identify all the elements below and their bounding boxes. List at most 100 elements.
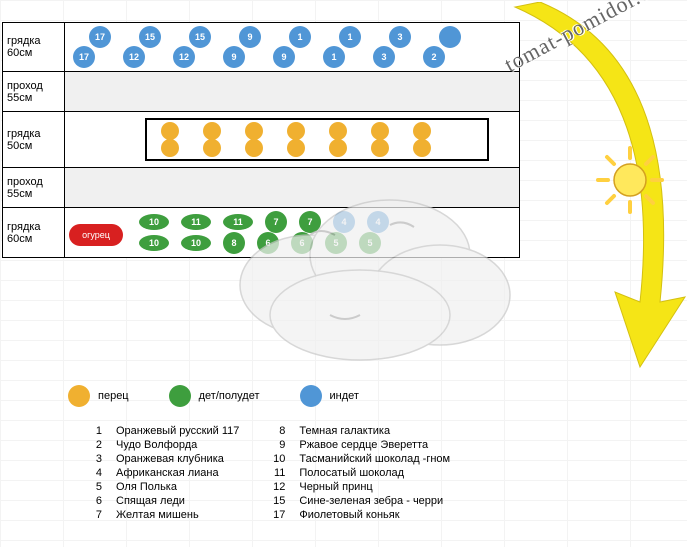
legend-swatch: [300, 385, 322, 407]
variety-row: 8 Темная галактика: [271, 425, 450, 437]
row-label: проход55см: [3, 168, 65, 207]
variety-row: 3 Оранжевая клубника: [88, 453, 239, 465]
plant-marker: 10: [139, 235, 169, 251]
plant-marker: 10: [139, 214, 169, 230]
plant-marker: 12: [173, 46, 195, 68]
row-label: грядка50см: [3, 112, 65, 167]
plant-marker: 2: [423, 46, 445, 68]
plant-marker: 3: [373, 46, 395, 68]
plant-marker: 17: [73, 46, 95, 68]
variety-row: 1 Оранжевый русский 117: [88, 425, 239, 437]
variety-number: 3: [88, 453, 102, 465]
variety-row: 9 Ржавое сердце Эверетта: [271, 439, 450, 451]
row-label: грядка60см: [3, 23, 65, 71]
bed-row: грядка50см: [2, 112, 520, 168]
variety-number: 2: [88, 439, 102, 451]
plant-marker: [329, 139, 347, 157]
variety-number: 11: [271, 467, 285, 479]
variety-name: Черный принц: [299, 481, 372, 493]
plant-marker: 1: [339, 26, 361, 48]
row-label: проход55см: [3, 72, 65, 111]
variety-name: Темная галактика: [299, 425, 390, 437]
legend-swatch: [68, 385, 90, 407]
legend-item: перец: [68, 385, 129, 407]
variety-number: 6: [88, 495, 102, 507]
variety-number: 12: [271, 481, 285, 493]
variety-row: 6 Спящая леди: [88, 495, 239, 507]
legend-item: индет: [300, 385, 359, 407]
variety-name: Тасманийский шоколад -гном: [299, 453, 450, 465]
legend: перец дет/полудет индет: [68, 385, 359, 407]
variety-name: Чудо Волфорда: [116, 439, 197, 451]
plant-marker: 3: [389, 26, 411, 48]
inner-raised-bed: [145, 118, 489, 161]
variety-number: 1: [88, 425, 102, 437]
variety-name: Полосатый шоколад: [299, 467, 404, 479]
plant-marker: [287, 139, 305, 157]
variety-name: Желтая мишень: [116, 509, 199, 521]
bed-row: грядка60см171515911317121299132: [2, 22, 520, 72]
variety-row: 7 Желтая мишень: [88, 509, 239, 521]
variety-name: Сине-зеленая зебра - черри: [299, 495, 443, 507]
plant-marker: [161, 139, 179, 157]
plant-marker: [413, 139, 431, 157]
variety-row: 12 Черный принц: [271, 481, 450, 493]
bed-content: 171515911317121299132: [65, 23, 519, 71]
variety-number: 5: [88, 481, 102, 493]
variety-number: 8: [271, 425, 285, 437]
plant-marker: [371, 122, 389, 140]
variety-number: 15: [271, 495, 285, 507]
plant-marker: 10: [181, 235, 211, 251]
variety-name: Спящая леди: [116, 495, 185, 507]
variety-name: Ржавое сердце Эверетта: [299, 439, 428, 451]
plant-marker: 11: [181, 214, 211, 230]
variety-name: Африканская лиана: [116, 467, 219, 479]
variety-name: Фиолетовый коньяк: [299, 509, 399, 521]
plant-marker: [329, 122, 347, 140]
plant-marker: [245, 122, 263, 140]
variety-row: 17 Фиолетовый коньяк: [271, 509, 450, 521]
plant-marker: 1: [289, 26, 311, 48]
legend-swatch: [169, 385, 191, 407]
variety-number: 7: [88, 509, 102, 521]
variety-number: 4: [88, 467, 102, 479]
plant-marker: [439, 26, 461, 48]
variety-row: 5 Оля Полька: [88, 481, 239, 493]
plant-marker: 9: [273, 46, 295, 68]
plant-marker: [203, 122, 221, 140]
plant-marker: [161, 122, 179, 140]
variety-row: 11 Полосатый шоколад: [271, 467, 450, 479]
plant-marker: [203, 139, 221, 157]
legend-label: перец: [98, 390, 129, 402]
plant-marker: [413, 122, 431, 140]
variety-number: 10: [271, 453, 285, 465]
legend-label: индет: [330, 390, 359, 402]
variety-name: Оранжевая клубника: [116, 453, 224, 465]
plant-marker: 15: [189, 26, 211, 48]
variety-name: Оранжевый русский 117: [116, 425, 239, 437]
cucumber-marker: огурец: [69, 224, 123, 246]
row-label: грядка60см: [3, 208, 65, 257]
variety-name: Оля Полька: [116, 481, 177, 493]
plant-marker: 9: [239, 26, 261, 48]
plant-marker: 12: [123, 46, 145, 68]
plant-marker: [287, 122, 305, 140]
legend-label: дет/полудет: [199, 390, 260, 402]
variety-row: 15 Сине-зеленая зебра - черри: [271, 495, 450, 507]
plant-marker: 9: [223, 46, 245, 68]
bed-content: [65, 112, 519, 167]
variety-list: 1 Оранжевый русский 117 2 Чудо Волфорда 3 Ора…: [88, 425, 450, 521]
variety-row: 10 Тасманийский шоколад -гном: [271, 453, 450, 465]
variety-number: 17: [271, 509, 285, 521]
plant-marker: 1: [323, 46, 345, 68]
plant-marker: [371, 139, 389, 157]
variety-number: 9: [271, 439, 285, 451]
sun-icon: [595, 145, 665, 215]
plant-marker: 15: [139, 26, 161, 48]
variety-row: 2 Чудо Волфорда: [88, 439, 239, 451]
passage-row: проход55см: [2, 72, 520, 112]
plant-marker: [245, 139, 263, 157]
legend-item: дет/полудет: [169, 385, 260, 407]
variety-row: 4 Африканская лиана: [88, 467, 239, 479]
cloud-overlay: [210, 175, 530, 365]
